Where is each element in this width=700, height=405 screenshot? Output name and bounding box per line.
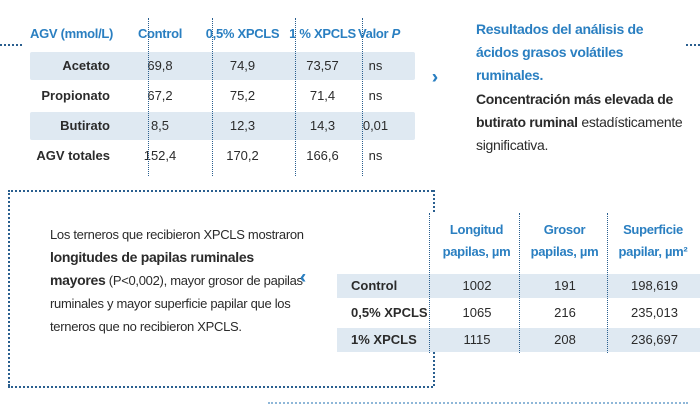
cell-grosor: 191 (554, 278, 576, 293)
papilas-table-header: Longitud papilas, µm Grosor papilas, µm … (337, 213, 700, 271)
table-row: 1% XPCLS 1115 208 236,697 (337, 328, 700, 352)
header-control: Control (137, 26, 183, 41)
column-divider (429, 213, 430, 353)
agv-table: AGV (mmol/L) Control 0,5% XPCLS 1 % XPCL… (30, 18, 415, 176)
dotted-rule-top-right (686, 44, 700, 46)
cell-control: 67,2 (147, 88, 173, 103)
dotted-frame-right-lower (433, 343, 435, 386)
results-body: Concentración más elevada de butirato ru… (476, 88, 686, 157)
row-label: Acetato (62, 58, 110, 73)
results-body-rest: estadísticamente significativa. (476, 114, 683, 153)
row-label: Propionato (41, 88, 110, 103)
cell-05-xpcls: 74,9 (229, 58, 256, 73)
papilas-description: Los terneros que recibieron XPCLS mostra… (50, 223, 305, 338)
header-valor-p: Valor P (348, 26, 410, 41)
header-1-xpcls: 1 % XPCLS (289, 26, 356, 41)
cell-05-xpcls: 170,2 (226, 148, 259, 163)
header-05-xpcls: 0,5% XPCLS (205, 26, 280, 41)
row-label: Butirato (60, 118, 110, 133)
column-divider (362, 18, 363, 176)
cell-superficie: 198,619 (631, 278, 678, 293)
papilas-text-bold: longitudes de papilas ruminales mayores (50, 249, 254, 288)
results-body-bold: Concentración más elevada de butirato ru… (476, 91, 674, 130)
header-agv: AGV (mmol/L) (30, 26, 114, 41)
papilas-text-part2: (P<0,002), mayor grosor de papilas rumin… (50, 273, 303, 334)
header-longitud-line2: papilas, µm (442, 244, 511, 259)
dotted-frame-top (8, 190, 433, 192)
header-valor-p-italic: P (391, 26, 401, 41)
table-row: Propionato 67,2 75,2 71,4 ns (30, 82, 415, 110)
table-row: Butirato 8,5 12,3 14,3 0,01 (30, 112, 415, 140)
header-superficie-line2: papilar, µm² (618, 244, 688, 259)
cell-control: 152,4 (143, 148, 177, 163)
cell-05-xpcls: 12,3 (229, 118, 256, 133)
table-row: Acetato 69,8 74,9 73,57 ns (30, 52, 415, 80)
dotted-frame-left (8, 190, 10, 386)
column-divider (212, 18, 213, 176)
row-label: AGV totales (36, 148, 110, 163)
table-row: Control 1002 191 198,619 (337, 274, 700, 298)
header-superficie-line1: Superficie (623, 222, 683, 237)
column-divider (519, 213, 520, 353)
cell-05-xpcls: 75,2 (229, 88, 256, 103)
dotted-frame-right (433, 190, 435, 212)
cell-1-xpcls: 14,3 (309, 118, 336, 133)
row-label: 1% XPCLS (351, 332, 417, 347)
column-divider (148, 18, 149, 176)
cell-p-value: ns (368, 58, 383, 73)
dotted-rule-top-left (0, 44, 22, 46)
cell-grosor: 208 (554, 332, 576, 347)
cell-superficie: 236,697 (631, 332, 678, 347)
header-grosor-line1: Grosor (543, 222, 586, 237)
cell-longitud: 1002 (462, 278, 492, 293)
header-grosor-line2: papilas, µm (530, 244, 599, 259)
agv-table-header: AGV (mmol/L) Control 0,5% XPCLS 1 % XPCL… (30, 18, 415, 50)
column-divider (295, 18, 296, 176)
dotted-rule-bottom-right (268, 402, 688, 404)
cell-longitud: 1065 (462, 305, 492, 320)
cell-control: 69,8 (147, 58, 173, 73)
cell-p-value: 0,01 (362, 118, 389, 133)
table-row: 0,5% XPCLS 1065 216 235,013 (337, 301, 700, 325)
cell-1-xpcls: 73,57 (306, 58, 339, 73)
dotted-frame-bottom (8, 386, 433, 388)
header-longitud-line1: Longitud (449, 222, 504, 237)
header-superficie: Superficie papilar, µm² (607, 219, 699, 263)
header-valor-p-text: Valor P (358, 26, 400, 41)
cell-1-xpcls: 166,6 (306, 148, 339, 163)
cell-p-value: ns (368, 148, 383, 163)
cell-superficie: 235,013 (631, 305, 678, 320)
header-grosor: Grosor papilas, µm (517, 219, 612, 263)
row-label: 0,5% XPCLS (351, 305, 428, 320)
header-longitud: Longitud papilas, µm (429, 219, 524, 263)
cell-longitud: 1115 (463, 332, 491, 347)
row-label: Control (351, 278, 398, 293)
results-title: Resultados del análisis de ácidos grasos… (476, 21, 644, 83)
papilas-text-part1: Los terneros que recibieron XPCLS mostra… (50, 227, 304, 242)
cell-control: 8,5 (150, 118, 170, 133)
papilas-table: Longitud papilas, µm Grosor papilas, µm … (337, 213, 700, 353)
cell-1-xpcls: 71,4 (309, 88, 336, 103)
cell-p-value: ns (368, 88, 383, 103)
cell-grosor: 216 (554, 305, 576, 320)
column-divider (607, 213, 608, 353)
table-row: AGV totales 152,4 170,2 166,6 ns (30, 142, 415, 170)
